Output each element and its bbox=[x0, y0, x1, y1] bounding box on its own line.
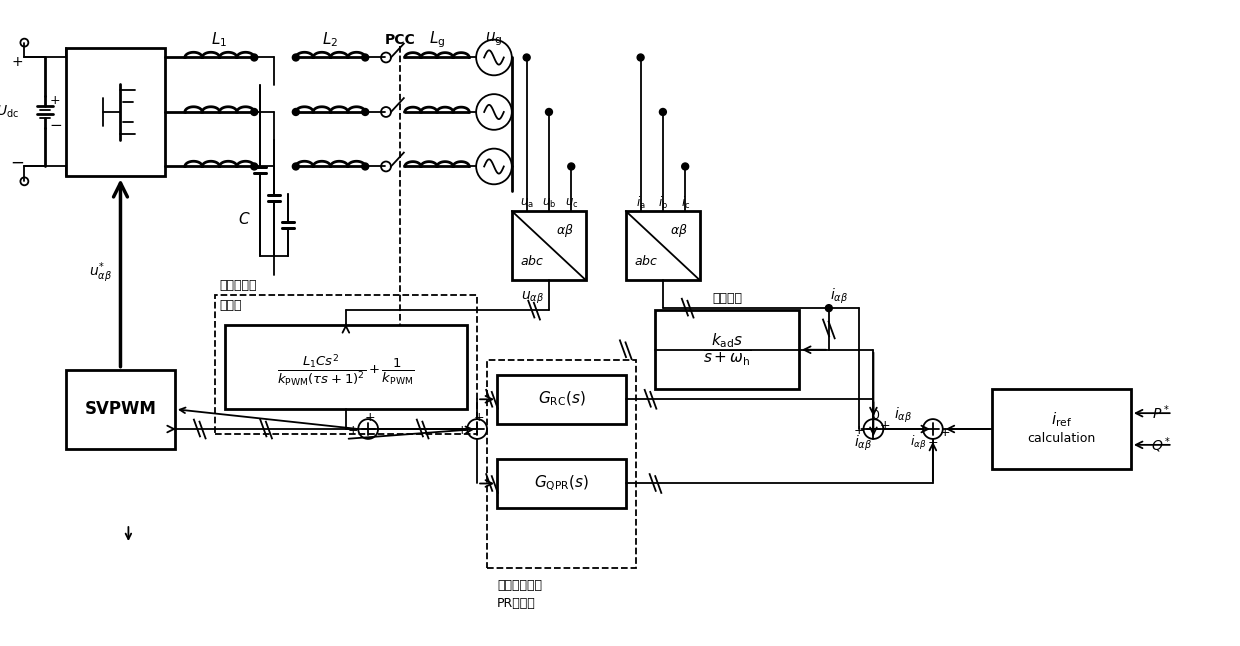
Text: $u_{\rm a}$: $u_{\rm a}$ bbox=[520, 196, 533, 210]
Text: $i_{\alpha\beta}$: $i_{\alpha\beta}$ bbox=[910, 434, 926, 452]
Text: $L_{\rm g}$: $L_{\rm g}$ bbox=[429, 29, 445, 50]
Text: 压前馈: 压前馈 bbox=[219, 298, 242, 311]
Text: +: + bbox=[940, 426, 950, 439]
Text: $L_1$: $L_1$ bbox=[212, 30, 228, 49]
Text: $i_{\rm b}$: $i_{\rm b}$ bbox=[658, 195, 668, 211]
Circle shape bbox=[293, 163, 299, 170]
Text: $\alpha\beta$: $\alpha\beta$ bbox=[557, 222, 574, 239]
Bar bbox=[487, 360, 636, 568]
Circle shape bbox=[523, 54, 531, 61]
Circle shape bbox=[293, 109, 299, 116]
Text: $i_{\alpha\beta}$: $i_{\alpha\beta}$ bbox=[831, 287, 848, 306]
Text: $u_{\alpha\beta}$: $u_{\alpha\beta}$ bbox=[521, 290, 544, 306]
Circle shape bbox=[362, 54, 368, 61]
Text: PCC: PCC bbox=[384, 33, 415, 47]
Bar bbox=[497, 459, 626, 508]
Text: +: + bbox=[458, 424, 467, 437]
Text: $abc$: $abc$ bbox=[635, 254, 658, 268]
Text: $\dfrac{k_{\rm ad}s}{s+\omega_{\rm h}}$: $\dfrac{k_{\rm ad}s}{s+\omega_{\rm h}}$ bbox=[703, 331, 751, 368]
Circle shape bbox=[250, 54, 258, 61]
Circle shape bbox=[568, 163, 574, 170]
Text: 0: 0 bbox=[872, 409, 879, 422]
Bar bbox=[497, 375, 626, 424]
Circle shape bbox=[293, 54, 299, 61]
Bar bbox=[626, 211, 701, 280]
Circle shape bbox=[362, 163, 368, 170]
Text: $G_{\rm QPR}(s)$: $G_{\rm QPR}(s)$ bbox=[534, 474, 589, 493]
Bar bbox=[66, 370, 175, 449]
Text: $Q^*$: $Q^*$ bbox=[1151, 435, 1171, 455]
Circle shape bbox=[660, 109, 666, 116]
Circle shape bbox=[682, 163, 688, 170]
Text: $P^*$: $P^*$ bbox=[1152, 404, 1169, 422]
Bar bbox=[215, 295, 477, 434]
Text: $\alpha\beta$: $\alpha\beta$ bbox=[671, 222, 688, 239]
Text: $i_{\rm ref}$: $i_{\rm ref}$ bbox=[1052, 410, 1073, 429]
Text: 有源阻尼: 有源阻尼 bbox=[712, 292, 743, 305]
Text: 奇数次重复准: 奇数次重复准 bbox=[497, 579, 542, 592]
Circle shape bbox=[826, 305, 832, 311]
Text: $u_{\rm g}$: $u_{\rm g}$ bbox=[485, 31, 502, 48]
Text: $u_{\alpha\beta}^{*}$: $u_{\alpha\beta}^{*}$ bbox=[89, 260, 113, 285]
Text: 改进电网电: 改进电网电 bbox=[219, 279, 257, 292]
Bar bbox=[224, 325, 467, 409]
Text: +: + bbox=[11, 56, 24, 69]
Text: +: + bbox=[474, 411, 485, 424]
Text: $\dfrac{L_1 C s^2}{k_{\rm PWM}(\tau s+1)^2}+\dfrac{1}{k_{\rm PWM}}$: $\dfrac{L_1 C s^2}{k_{\rm PWM}(\tau s+1)… bbox=[277, 353, 414, 390]
Text: $abc$: $abc$ bbox=[521, 254, 544, 268]
Text: $i_{\rm a}$: $i_{\rm a}$ bbox=[636, 195, 646, 211]
Text: PR控制器: PR控制器 bbox=[497, 597, 536, 610]
Text: $u_{\rm b}$: $u_{\rm b}$ bbox=[542, 196, 556, 210]
Text: +: + bbox=[365, 411, 376, 424]
Text: $-$: $-$ bbox=[48, 116, 62, 131]
Circle shape bbox=[250, 163, 258, 170]
Text: $u_{\rm c}$: $u_{\rm c}$ bbox=[564, 196, 578, 210]
Circle shape bbox=[637, 54, 644, 61]
Text: $-$: $-$ bbox=[10, 152, 25, 171]
Text: +: + bbox=[928, 437, 939, 450]
Text: $i_{\alpha\beta}$: $i_{\alpha\beta}$ bbox=[894, 406, 913, 425]
Text: +: + bbox=[348, 424, 358, 437]
Bar bbox=[512, 211, 587, 280]
Circle shape bbox=[546, 109, 553, 116]
Text: $C$: $C$ bbox=[238, 211, 250, 227]
Text: +: + bbox=[853, 424, 864, 437]
Text: $L_2$: $L_2$ bbox=[322, 30, 339, 49]
Text: +: + bbox=[50, 94, 61, 107]
Circle shape bbox=[362, 109, 368, 116]
Text: +: + bbox=[880, 419, 890, 432]
Bar bbox=[656, 310, 799, 390]
Text: $i_{\alpha\beta}$: $i_{\alpha\beta}$ bbox=[854, 433, 873, 453]
Bar bbox=[66, 48, 165, 176]
Circle shape bbox=[250, 109, 258, 116]
Text: SVPWM: SVPWM bbox=[84, 400, 156, 418]
Bar bbox=[992, 390, 1131, 468]
Text: $i_{\rm c}$: $i_{\rm c}$ bbox=[681, 195, 689, 211]
Text: $U_{\rm dc}$: $U_{\rm dc}$ bbox=[0, 104, 19, 120]
Text: $G_{\rm RC}(s)$: $G_{\rm RC}(s)$ bbox=[538, 390, 585, 408]
Text: calculation: calculation bbox=[1028, 432, 1096, 445]
